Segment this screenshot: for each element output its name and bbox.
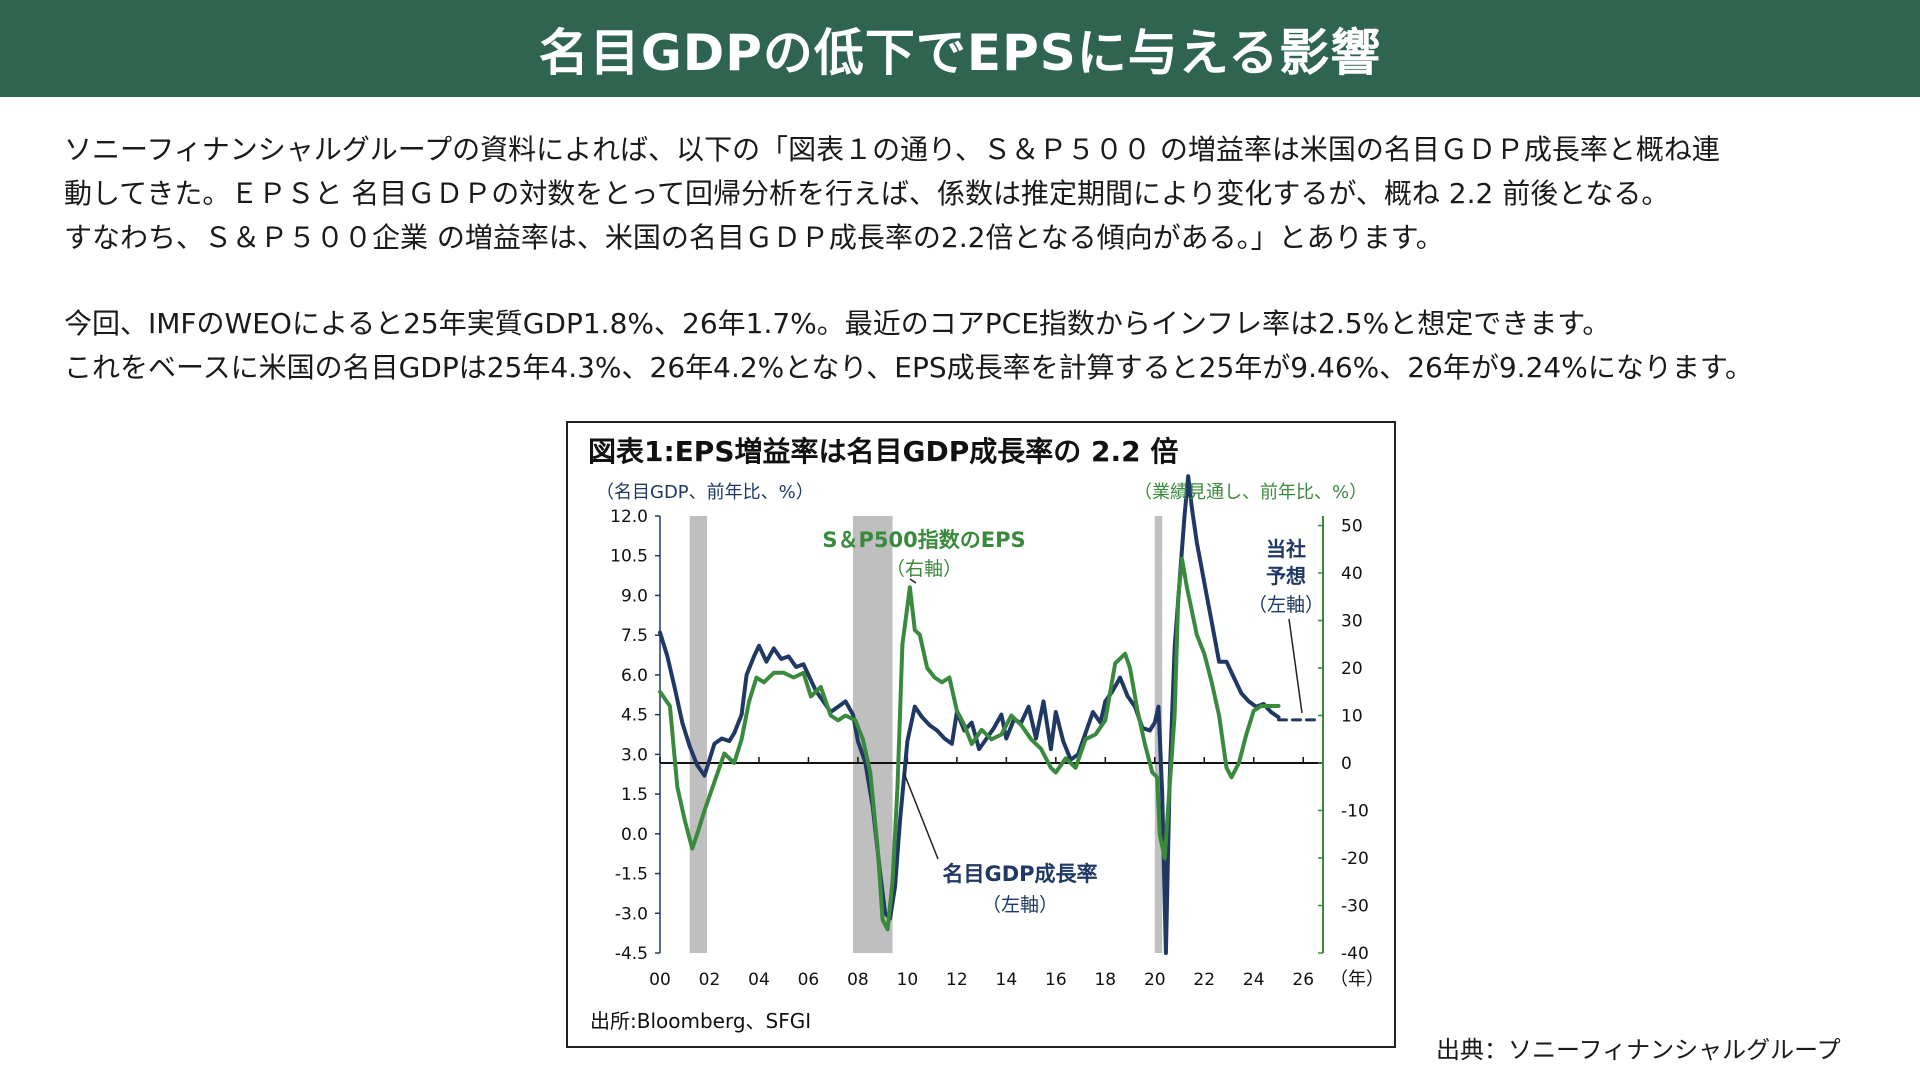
right-axis-label: （業績見通し、前年比、%） [1134, 482, 1367, 503]
x-tick-label: 18 [1094, 970, 1116, 990]
eps-annotation-axis: （右軸） [886, 558, 962, 580]
left-tick-label: 10.5 [610, 547, 648, 567]
x-tick-label: 08 [847, 970, 869, 990]
left-tick-label: 9.0 [621, 586, 648, 606]
chart-title: 図表1:EPS増益率は名目GDP成長率の 2.2 倍 [588, 435, 1178, 468]
page-title: 名目GDPの低下でEPSに与える影響 [538, 23, 1382, 82]
eps-leader-line [909, 578, 917, 584]
x-tick-label: 26 [1292, 970, 1314, 990]
x-tick-label: 14 [996, 970, 1018, 990]
left-tick-label: -1.5 [615, 865, 648, 885]
x-tick-label: 02 [699, 970, 721, 990]
right-tick-label: 30 [1341, 612, 1363, 632]
right-tick-label: 40 [1341, 564, 1363, 584]
left-tick-label: -3.0 [615, 904, 648, 924]
eps-series-line [658, 556, 1281, 932]
forecast-annotation-2: 予想 [1266, 564, 1306, 588]
right-tick-label: -10 [1341, 802, 1369, 822]
forecast-annotation-1: 当社 [1266, 537, 1306, 561]
x-unit-label: （年） [1330, 969, 1384, 990]
source-caption: 出典：ソニーフィナンシャルグループ [1436, 1036, 1841, 1064]
x-tick-label: 00 [649, 970, 671, 990]
right-tick-label: -20 [1341, 849, 1369, 869]
x-tick-label: 04 [748, 970, 770, 990]
left-tick-label: 7.5 [621, 626, 648, 646]
x-tick-label: 22 [1193, 970, 1215, 990]
eps-annotation: S＆P500指数のEPS [822, 528, 1025, 552]
gdp-annotation: 名目GDP成長率 [942, 862, 1097, 886]
left-axis-label: （名目GDP、前年比、%） [596, 482, 814, 503]
paragraph-line: ソニーフィナンシャルグループの資料によれば、以下の「図表１の通り、Ｓ＆Ｐ５００ … [64, 133, 1720, 166]
page-banner: 名目GDPの低下でEPSに与える影響 [0, 0, 1920, 97]
left-tick-label: 0.0 [621, 825, 648, 845]
right-tick-label: 0 [1341, 754, 1352, 774]
x-tick-label: 20 [1144, 970, 1166, 990]
gdp-leader-line [903, 772, 939, 860]
x-tick-label: 10 [897, 970, 919, 990]
paragraph-line: 動してきた。ＥＰＳと 名目ＧＤＰの対数をとって回帰分析を行えば、係数は推定期間に… [64, 177, 1670, 210]
left-tick-label: 3.0 [621, 745, 648, 765]
eps-gdp-chart: 12.0 10.5 9.0 7.5 6.0 4.5 3.0 1.5 0.0 -1.5 -3.0 -4.… [588, 435, 1384, 1033]
paragraph-line: 今回、IMFのWEOによると25年実質GDP1.8%、26年1.7%。最近のコア… [64, 307, 1611, 340]
right-tick-label: 10 [1341, 707, 1363, 727]
paragraph-line: すなわち、Ｓ＆Ｐ５００企業 の増益率は、米国の名目ＧＤＰ成長率の2.2倍となる傾… [64, 221, 1444, 254]
left-tick-label: 12.0 [610, 507, 648, 527]
x-tick-label: 16 [1045, 970, 1067, 990]
gdp-annotation-axis: （左軸） [982, 894, 1058, 916]
left-tick-label: -4.5 [615, 944, 648, 964]
right-tick-label: -30 [1341, 897, 1369, 917]
forecast-leader-line [1288, 618, 1303, 714]
right-tick-label: 20 [1341, 659, 1363, 679]
right-tick-label: 50 [1341, 517, 1363, 537]
left-tick-label: 6.0 [621, 666, 648, 686]
chart-figure: 12.0 10.5 9.0 7.5 6.0 4.5 3.0 1.5 0.0 -1.5 -3.0 -4.… [566, 421, 1396, 1048]
x-tick-label: 24 [1243, 970, 1265, 990]
left-tick-label: 4.5 [621, 706, 648, 726]
body-text: ソニーフィナンシャルグループの資料によれば、以下の「図表１の通り、Ｓ＆Ｐ５００ … [64, 128, 1864, 390]
left-tick-label: 1.5 [621, 785, 648, 805]
right-tick-label: -40 [1341, 944, 1369, 964]
chart-source: 出所:Bloomberg、SFGI [590, 1009, 811, 1033]
x-tick-label: 06 [798, 970, 820, 990]
x-tick-label: 12 [946, 970, 968, 990]
forecast-annotation-axis: （左軸） [1248, 594, 1324, 616]
recession-band [689, 516, 708, 953]
paragraph-line: これをベースに米国の名目GDPは25年4.3%、26年4.2%となり、EPS成長… [64, 351, 1754, 384]
